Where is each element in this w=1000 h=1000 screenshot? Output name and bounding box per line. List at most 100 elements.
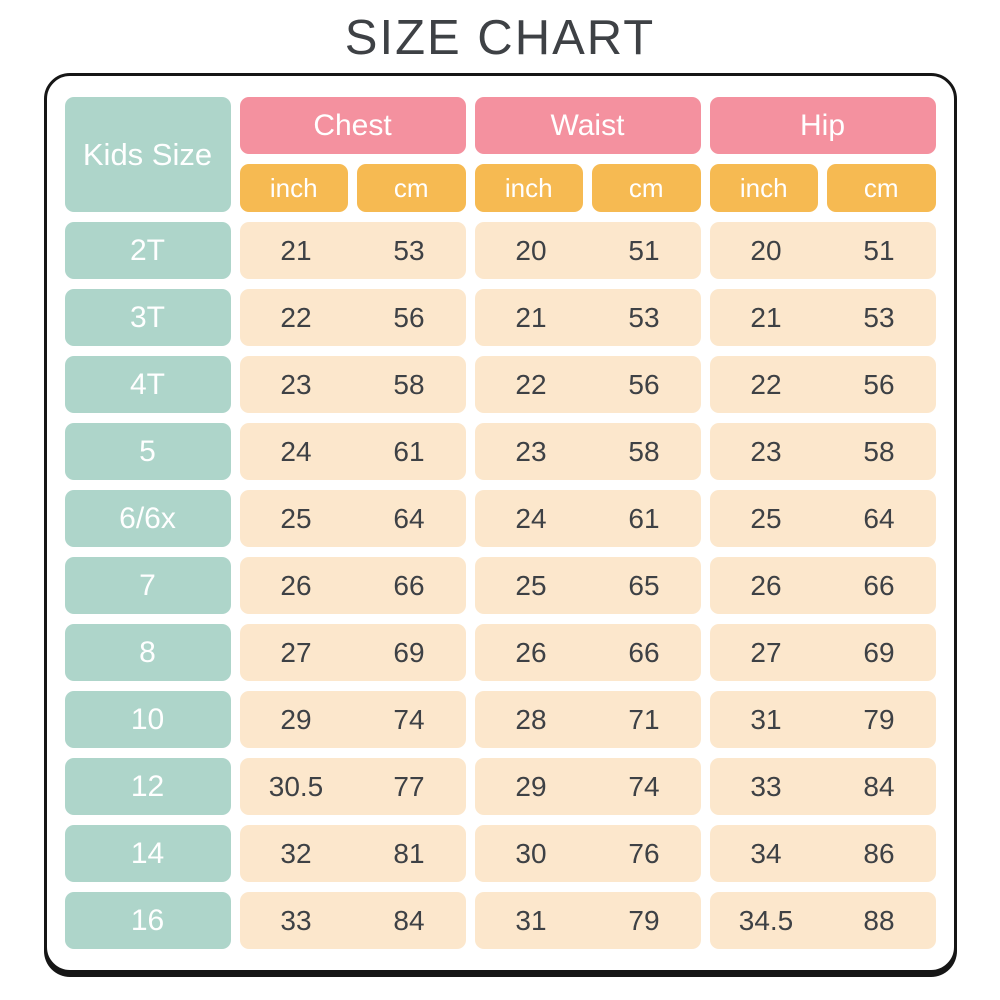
chest-cm-value: 53 — [393, 234, 425, 266]
size-chart-board: Kids Size Chest Waist Hip inch cm inch c… — [43, 73, 957, 974]
waist-values: 20 51 — [474, 222, 701, 280]
waist-cm-value: 56 — [628, 368, 660, 400]
waist-values: 24 61 — [474, 490, 701, 548]
hip-cm-value: 84 — [863, 770, 895, 802]
waist-inch-unit-header: inch — [474, 164, 583, 213]
hip-values: 34.5 88 — [709, 892, 936, 950]
hip-inch-value: 34 — [750, 837, 782, 869]
chest-values: 26 66 — [239, 557, 466, 615]
chest-inch-value: 29 — [280, 703, 312, 735]
hip-cm-value: 64 — [863, 502, 895, 534]
waist-cm-unit-header: cm — [592, 164, 701, 213]
chest-values: 23 58 — [239, 356, 466, 414]
chest-inch-value: 26 — [280, 569, 312, 601]
chest-inch-unit-header: inch — [239, 164, 348, 213]
waist-values: 25 65 — [474, 557, 701, 615]
chest-cm-value: 81 — [393, 837, 425, 869]
waist-cm-value: 65 — [628, 569, 660, 601]
size-cell: 6/6x — [64, 490, 231, 548]
size-cell: 10 — [64, 691, 231, 749]
waist-inch-value: 31 — [515, 904, 547, 936]
chest-header: Chest — [239, 97, 466, 155]
chest-values: 33 84 — [239, 892, 466, 950]
hip-values: 20 51 — [709, 222, 936, 280]
chest-cm-value: 56 — [393, 301, 425, 333]
size-cell: 16 — [64, 892, 231, 950]
waist-inch-value: 29 — [515, 770, 547, 802]
waist-values: 30 76 — [474, 825, 701, 883]
hip-values: 22 56 — [709, 356, 936, 414]
hip-cm-value: 86 — [863, 837, 895, 869]
chest-values: 25 64 — [239, 490, 466, 548]
size-cell: 14 — [64, 825, 231, 883]
waist-values: 28 71 — [474, 691, 701, 749]
hip-inch-value: 34.5 — [738, 904, 794, 936]
hip-cm-value: 53 — [863, 301, 895, 333]
chest-cm-value: 84 — [393, 904, 425, 936]
waist-inch-value: 23 — [515, 435, 547, 467]
size-chart-table: Kids Size Chest Waist Hip inch cm inch c… — [64, 97, 936, 950]
hip-values: 33 84 — [709, 758, 936, 816]
hip-inch-value: 21 — [750, 301, 782, 333]
hip-cm-value: 79 — [863, 703, 895, 735]
hip-cm-value: 66 — [863, 569, 895, 601]
waist-inch-value: 30 — [515, 837, 547, 869]
chest-cm-unit-header: cm — [357, 164, 466, 213]
waist-cm-value: 71 — [628, 703, 660, 735]
chest-inch-value: 30.5 — [268, 770, 324, 802]
waist-inch-value: 21 — [515, 301, 547, 333]
chest-values: 27 69 — [239, 624, 466, 682]
hip-cm-value: 51 — [863, 234, 895, 266]
chest-inch-value: 24 — [280, 435, 312, 467]
hip-inch-unit-header: inch — [709, 164, 818, 213]
waist-values: 23 58 — [474, 423, 701, 481]
size-cell: 7 — [64, 557, 231, 615]
hip-cm-value: 69 — [863, 636, 895, 668]
waist-inch-value: 28 — [515, 703, 547, 735]
chest-cm-value: 58 — [393, 368, 425, 400]
hip-values: 34 86 — [709, 825, 936, 883]
hip-values: 23 58 — [709, 423, 936, 481]
chest-values: 32 81 — [239, 825, 466, 883]
waist-values: 29 74 — [474, 758, 701, 816]
size-cell: 5 — [64, 423, 231, 481]
waist-inch-value: 22 — [515, 368, 547, 400]
chest-cm-value: 69 — [393, 636, 425, 668]
hip-inch-value: 20 — [750, 234, 782, 266]
waist-cm-value: 61 — [628, 502, 660, 534]
waist-cm-value: 79 — [628, 904, 660, 936]
chest-cm-value: 77 — [393, 770, 425, 802]
hip-values: 26 66 — [709, 557, 936, 615]
chest-values: 24 61 — [239, 423, 466, 481]
waist-values: 21 53 — [474, 289, 701, 347]
chest-cm-value: 61 — [393, 435, 425, 467]
waist-inch-value: 24 — [515, 502, 547, 534]
chest-cm-value: 64 — [393, 502, 425, 534]
hip-cm-value: 88 — [863, 904, 895, 936]
waist-inch-value: 25 — [515, 569, 547, 601]
hip-inch-value: 33 — [750, 770, 782, 802]
waist-inch-value: 26 — [515, 636, 547, 668]
hip-inch-value: 26 — [750, 569, 782, 601]
hip-values: 25 64 — [709, 490, 936, 548]
waist-cm-value: 58 — [628, 435, 660, 467]
hip-cm-value: 56 — [863, 368, 895, 400]
chest-cm-value: 74 — [393, 703, 425, 735]
chest-inch-value: 23 — [280, 368, 312, 400]
waist-cm-value: 53 — [628, 301, 660, 333]
hip-inch-value: 23 — [750, 435, 782, 467]
hip-header: Hip — [709, 97, 936, 155]
chest-values: 22 56 — [239, 289, 466, 347]
hip-inch-value: 31 — [750, 703, 782, 735]
chest-values: 29 74 — [239, 691, 466, 749]
waist-inch-value: 20 — [515, 234, 547, 266]
hip-cm-unit-header: cm — [827, 164, 936, 213]
kids-size-header: Kids Size — [64, 97, 231, 213]
chest-values: 21 53 — [239, 222, 466, 280]
chest-inch-value: 27 — [280, 636, 312, 668]
chest-values: 30.5 77 — [239, 758, 466, 816]
waist-cm-value: 66 — [628, 636, 660, 668]
page-title: SIZE CHART — [344, 11, 656, 65]
chest-inch-value: 32 — [280, 837, 312, 869]
chest-inch-value: 22 — [280, 301, 312, 333]
